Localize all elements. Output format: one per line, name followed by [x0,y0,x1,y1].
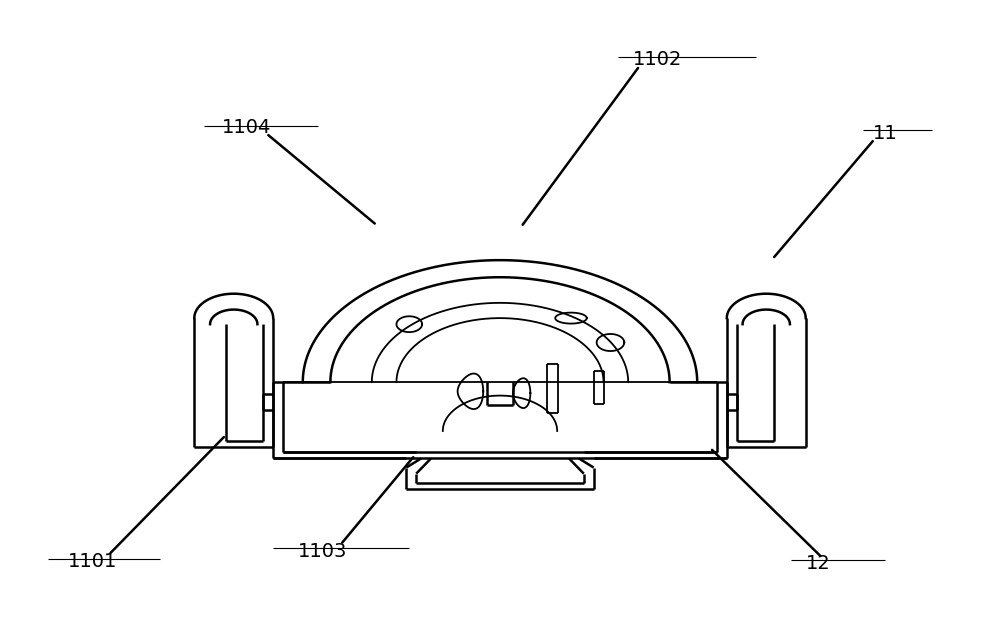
Text: 1102: 1102 [633,50,682,69]
Text: 12: 12 [806,555,830,573]
Text: 11: 11 [873,124,898,144]
Text: 1101: 1101 [68,552,117,571]
Text: 1103: 1103 [298,542,347,561]
Text: 1104: 1104 [222,118,271,137]
